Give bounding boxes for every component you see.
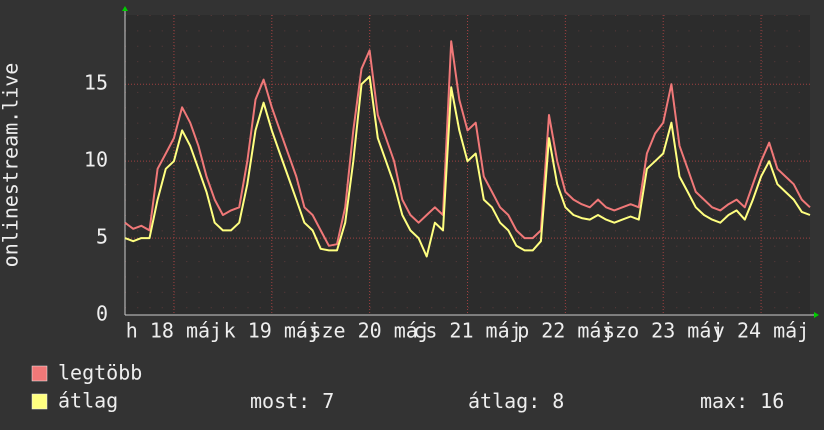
x-tick-label: v 24 máj (713, 319, 809, 343)
legend-swatch (31, 393, 48, 410)
stat-value: 7 (322, 389, 334, 413)
stat-label: átlag: (468, 389, 540, 413)
axis-arrow (122, 6, 128, 11)
stat-value: 8 (552, 389, 564, 413)
series-line (124, 40, 811, 247)
x-tick-label: szo 23 máj (603, 319, 723, 343)
x-tick-label: p 22 máj (517, 319, 613, 343)
stat-value: 16 (760, 389, 784, 413)
series-line (124, 75, 811, 258)
x-tick-label: h 18 máj (126, 319, 222, 343)
x-tick-label: sze 20 máj (309, 319, 429, 343)
legend-swatch (31, 365, 48, 382)
x-tick-label: cs 21 máj (413, 319, 521, 343)
y-tick-label: 0 (96, 302, 108, 326)
y-axis-title: onlinestream.live (0, 63, 23, 268)
x-tick-label: k 19 máj (224, 319, 320, 343)
y-tick-label: 15 (84, 71, 108, 95)
stat-label: most: (250, 389, 310, 413)
y-tick-label: 10 (84, 148, 108, 172)
y-tick-label: 5 (96, 225, 108, 249)
legend: legtöbb átlag most: 7 átlag: 8 max: 16 (31, 361, 784, 413)
axis-arrow (814, 312, 819, 318)
legend-label: átlag (58, 389, 118, 413)
stat: most: 7 (250, 389, 334, 413)
legend-label: legtöbb (58, 361, 142, 385)
stat: max: 16 (700, 389, 784, 413)
stat: átlag: 8 (468, 389, 564, 413)
stat-label: max: (700, 389, 748, 413)
